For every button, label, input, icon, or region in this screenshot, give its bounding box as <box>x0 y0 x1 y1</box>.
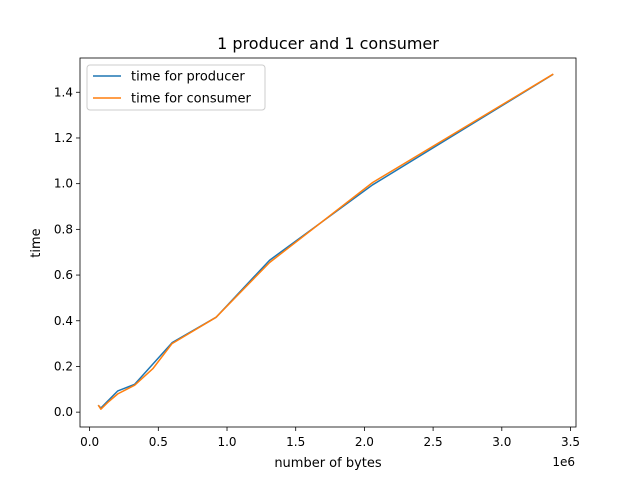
legend-label: time for producer <box>131 70 245 85</box>
y-tick-label: 1.4 <box>54 85 73 99</box>
y-tick-label: 1.0 <box>54 177 73 191</box>
legend-label: time for consumer <box>131 92 252 107</box>
x-tick-label: 0.0 <box>80 435 99 449</box>
y-axis: 0.0 0.2 0.4 0.6 0.8 1.0 1.2 1.4 <box>54 85 80 419</box>
x-axis-offset-label: 1e6 <box>552 455 575 469</box>
y-tick-label: 0.0 <box>54 405 73 419</box>
x-tick-label: 3.0 <box>492 435 511 449</box>
y-tick-label: 0.8 <box>54 222 73 236</box>
series-line-consumer <box>97 73 554 410</box>
x-axis: 0.0 0.5 1.0 1.5 2.0 2.5 3.0 3.5 <box>80 427 580 449</box>
plot-area <box>80 58 576 427</box>
series-layer <box>97 73 554 410</box>
chart-title: 1 producer and 1 consumer <box>217 34 439 53</box>
y-tick-label: 0.6 <box>54 268 73 282</box>
x-tick-label: 1.5 <box>286 435 305 449</box>
x-axis-label: number of bytes <box>274 456 382 471</box>
x-tick-label: 2.0 <box>355 435 374 449</box>
y-axis-label: time <box>29 228 44 257</box>
y-tick-label: 0.2 <box>54 359 73 373</box>
plot-frame <box>79 57 577 428</box>
x-tick-label: 1.0 <box>217 435 236 449</box>
x-tick-label: 2.5 <box>424 435 443 449</box>
y-tick-label: 0.4 <box>54 314 73 328</box>
x-tick-label: 3.5 <box>561 435 580 449</box>
y-tick-label: 1.2 <box>54 131 73 145</box>
legend: time for producer time for consumer <box>86 64 266 111</box>
x-tick-label: 0.5 <box>149 435 168 449</box>
